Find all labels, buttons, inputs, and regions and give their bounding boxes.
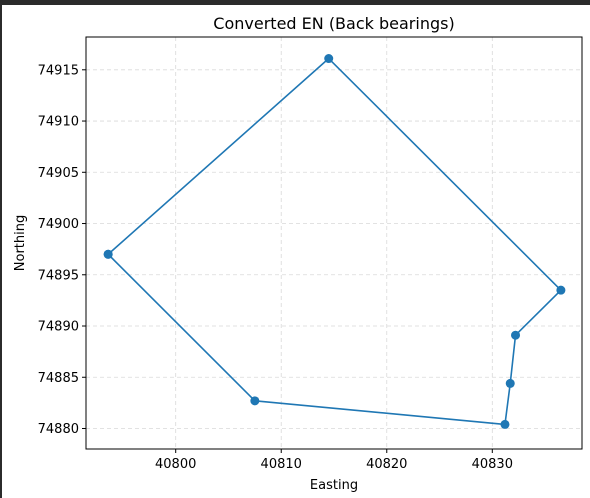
data-point — [505, 378, 515, 388]
y-axis-ticks: 74880 74885 74890 74895 74900 74905 74910 74915 — [38, 63, 86, 437]
data-point — [511, 330, 521, 340]
y-tick-label: 74910 — [38, 115, 79, 130]
y-axis-label: Northing — [13, 215, 28, 271]
window-top-bar — [0, 0, 590, 5]
x-axis-label: Easting — [310, 478, 358, 493]
data-points — [103, 54, 566, 429]
y-tick-label: 74915 — [38, 63, 79, 78]
data-point — [103, 249, 113, 259]
y-tick-label: 74890 — [38, 320, 79, 335]
data-point — [250, 396, 260, 406]
x-tick-label: 40800 — [155, 457, 196, 472]
series-line-layer — [107, 57, 562, 426]
data-point — [324, 54, 334, 64]
x-tick-label: 40830 — [472, 457, 513, 472]
y-tick-label: 74905 — [38, 166, 79, 181]
plot-area-frame — [85, 36, 583, 450]
chart-title: Converted EN (Back bearings) — [213, 14, 454, 33]
data-point — [500, 419, 510, 429]
y-tick-label: 74900 — [38, 217, 79, 232]
x-axis-ticks: 40800 40810 40820 40830 — [155, 449, 513, 472]
grid — [86, 37, 582, 449]
y-tick-label: 74885 — [38, 371, 79, 386]
window-left-edge — [0, 5, 2, 498]
y-tick-label: 74895 — [38, 268, 79, 283]
x-tick-label: 40810 — [261, 457, 302, 472]
series-line — [107, 57, 562, 426]
data-point — [556, 285, 566, 295]
x-tick-label: 40820 — [366, 457, 407, 472]
y-tick-label: 74880 — [38, 422, 79, 437]
